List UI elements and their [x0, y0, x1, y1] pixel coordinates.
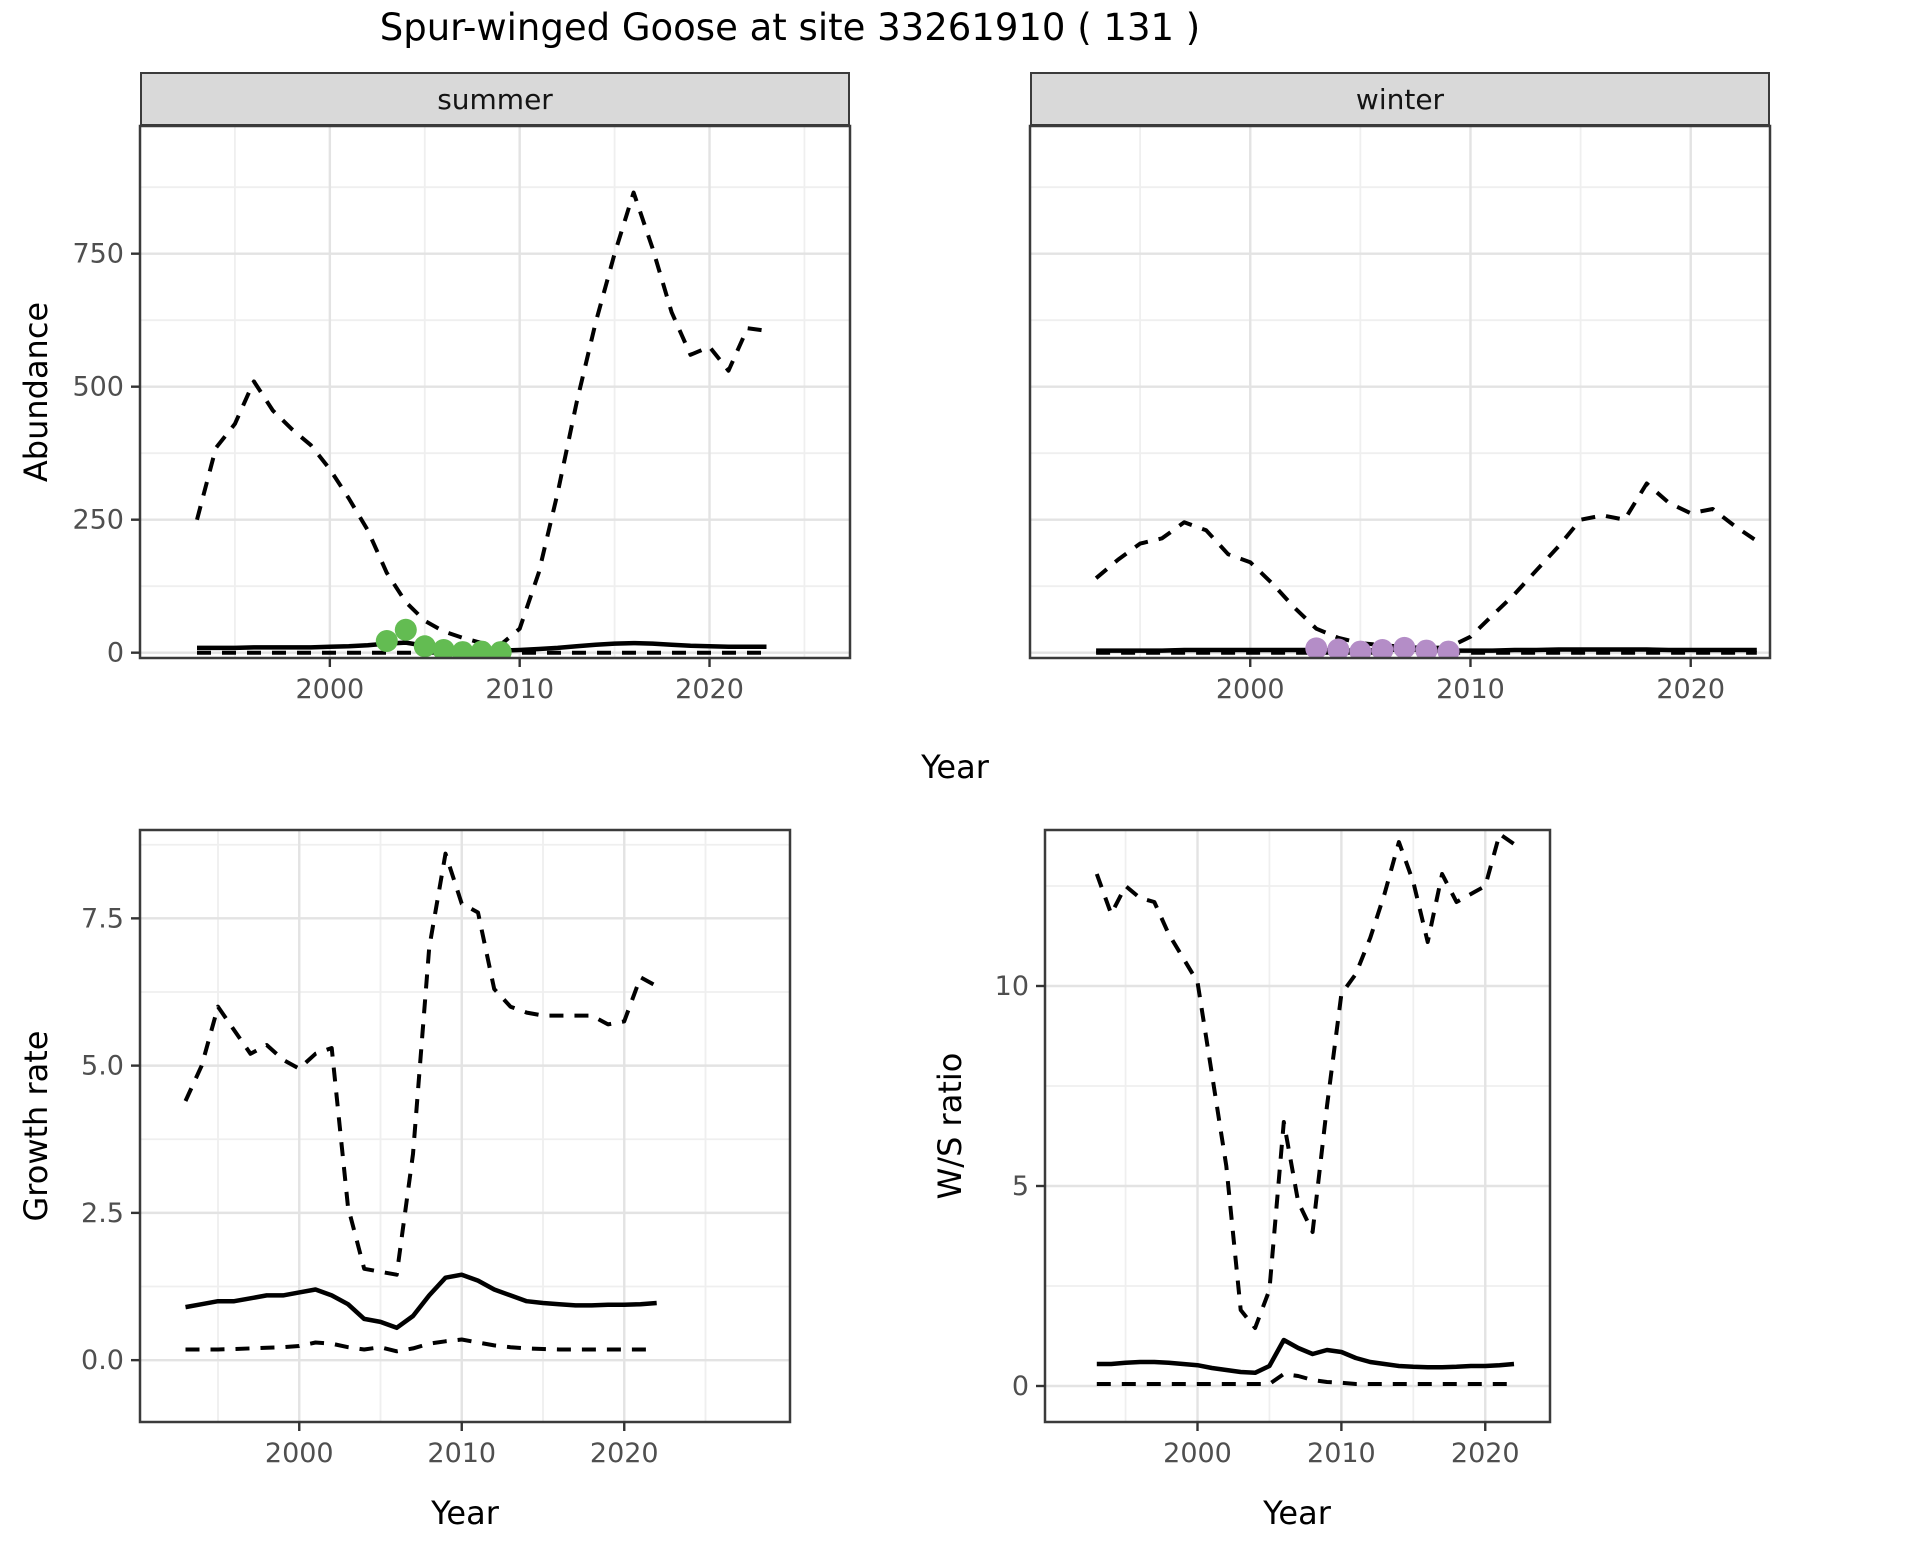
observed-abundance-summer-point [375, 630, 398, 652]
x-tick-label: 2010 [427, 1438, 496, 1469]
facet-strip-summer: summer [140, 72, 850, 126]
observed-abundance-winter-point [1371, 639, 1394, 658]
observed-abundance-winter-point [1415, 639, 1438, 658]
abundance-summer-upper_ci-line [195, 190, 767, 647]
panel-growth-rate: 2000 2010 2020 0.0 2.5 5.0 7.5 [81, 828, 792, 1469]
y-tick-label: 500 [72, 372, 124, 403]
observed-abundance-winter-point [1327, 638, 1350, 658]
panel-border [138, 828, 792, 1424]
observed-abundance-winter-point [1393, 636, 1416, 658]
x-tick-label: 2010 [1307, 1438, 1376, 1469]
x-tick-label: 2000 [295, 674, 364, 705]
observed-abundance-summer-point [394, 618, 417, 641]
x-tick-label: 2020 [1451, 1438, 1520, 1469]
y-axis-title-growth-rate: Growth rate [17, 1030, 55, 1222]
observed-abundance-winter-point [1349, 640, 1372, 658]
x-tick-label: 2010 [1436, 674, 1505, 705]
chart-title: Spur-winged Goose at site 33261910 ( 131… [379, 6, 1201, 49]
y-tick-label: 5.0 [81, 1051, 124, 1082]
abundance-winter-upper_ci-line [1094, 481, 1758, 650]
observed-abundance-summer-point [489, 641, 512, 658]
ws-ratio-lower_ci-line [1096, 1372, 1514, 1386]
y-tick-label: 750 [72, 239, 124, 270]
panel-border [138, 124, 852, 660]
ws-ratio-mean-line [1096, 1337, 1515, 1376]
y-tick-label: 250 [72, 505, 124, 536]
panel-abundance-winter: 2000 2010 2020 [1028, 124, 1772, 705]
x-tick-label: 2010 [485, 674, 554, 705]
ws-ratio-upper_ci-line [1094, 832, 1516, 1330]
y-tick-label: 2.5 [81, 1198, 124, 1229]
observed-abundance-winter-point [1305, 637, 1328, 658]
x-axis-title-year-growth: Year [431, 1494, 499, 1532]
y-tick-label: 10 [995, 971, 1029, 1002]
observed-abundance-summer-point [413, 635, 436, 658]
panel-ws-ratio: 2000 2010 2020 0 5 10 [995, 828, 1552, 1469]
observed-abundance-summer-point [470, 640, 493, 658]
y-tick-label: 0 [1012, 1371, 1029, 1402]
x-tick-label: 2020 [675, 674, 744, 705]
x-tick-label: 2000 [265, 1438, 334, 1469]
x-tick-label: 2000 [1163, 1438, 1232, 1469]
x-axis-title-year-ws: Year [1263, 1494, 1331, 1532]
panel-abundance-summer: 2000 2010 2020 0 250 500 750 [72, 124, 852, 705]
panel-border [1043, 828, 1552, 1424]
facet-strip-winter-label: winter [1355, 82, 1445, 116]
x-tick-label: 2000 [1216, 674, 1285, 705]
panel-border [1028, 124, 1772, 660]
growth-rate-lower_ci-line [185, 1337, 657, 1354]
y-axis-title-ws-ratio: W/S ratio [931, 1052, 969, 1200]
y-tick-label: 7.5 [81, 903, 124, 934]
x-axis-title-year-top: Year [921, 748, 989, 786]
y-tick-label: 0 [107, 638, 124, 669]
y-tick-label: 5 [1012, 1171, 1029, 1202]
y-tick-label: 0.0 [81, 1345, 124, 1376]
observed-abundance-summer-point [451, 641, 474, 658]
growth-rate-upper_ci-line [183, 851, 658, 1277]
x-tick-label: 2020 [590, 1438, 659, 1469]
y-axis-title-abundance: Abundance [17, 301, 55, 483]
observed-abundance-winter-point [1437, 640, 1460, 658]
growth-rate-mean-line [185, 1272, 657, 1331]
x-tick-label: 2020 [1656, 674, 1725, 705]
observed-abundance-summer-point [432, 639, 455, 658]
facet-strip-winter: winter [1030, 72, 1770, 126]
facet-strip-summer-label: summer [437, 82, 553, 116]
